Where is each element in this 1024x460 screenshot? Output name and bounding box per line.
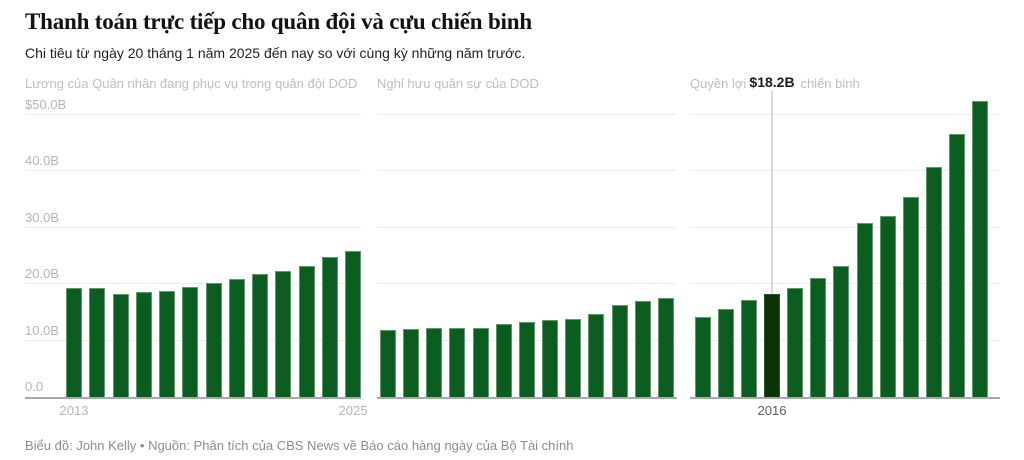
panel-title-dod-salaries: Lương của Quân nhân đang phục vụ trong q…: [25, 76, 358, 91]
gridline: [377, 283, 677, 285]
bar[interactable]: [588, 314, 605, 397]
x-axis-veterans-benefits: 2016: [690, 399, 1000, 421]
x-tick-label: 2013: [59, 403, 89, 418]
panel-military-retirement: Nghỉ hưu quân sự của DOD: [377, 76, 677, 421]
bar[interactable]: [159, 291, 175, 397]
bar[interactable]: [718, 309, 735, 397]
gridline: [25, 170, 361, 172]
bar[interactable]: [426, 328, 443, 397]
bar[interactable]: [902, 197, 919, 397]
y-tick-label: 30.0B: [25, 209, 59, 225]
bar[interactable]: [948, 134, 965, 397]
bar[interactable]: [182, 287, 199, 397]
gridline: [690, 226, 1000, 228]
bar[interactable]: [66, 288, 82, 397]
plot-veterans-benefits: [690, 86, 1000, 399]
bar[interactable]: [135, 292, 152, 397]
y-tick-label: $50.0B: [25, 97, 67, 112]
bar[interactable]: [252, 274, 268, 397]
bar[interactable]: [449, 328, 466, 397]
bar[interactable]: [787, 288, 804, 397]
bar[interactable]: [298, 266, 315, 397]
chart-title: Thanh toán trực tiếp cho quân đội và cựu…: [25, 9, 532, 34]
panel-title-veterans-benefits: Quyền lợi của cựu chiến binh $18.2B: [690, 73, 1000, 95]
x-tick-label: 2016: [757, 403, 787, 418]
bar[interactable]: [518, 322, 535, 397]
bar[interactable]: [925, 167, 942, 397]
bar[interactable]: [228, 279, 245, 397]
plot-dod-salaries: $50.0B 40.0B 30.0B 20.0B 10.0B 0.0: [25, 95, 361, 399]
y-tick-label: 40.0B: [25, 153, 59, 169]
bar[interactable]: [345, 251, 361, 397]
gridline: [25, 283, 361, 285]
bar[interactable]: [856, 223, 873, 397]
bar[interactable]: [112, 294, 129, 397]
bar[interactable]: [810, 278, 827, 397]
bar[interactable]: [741, 300, 758, 397]
bar[interactable]: [542, 320, 559, 397]
gridline: [377, 114, 677, 115]
bar[interactable]: [565, 319, 582, 397]
bars-container: [380, 95, 674, 397]
y-tick-label: 20.0B: [25, 266, 59, 282]
panel-veterans-benefits: Quyền lợi của cựu chiến binh $18.2B 2016: [690, 73, 1000, 421]
plot-military-retirement: [377, 95, 677, 399]
bar-highlighted[interactable]: [764, 294, 781, 397]
bar[interactable]: [321, 257, 338, 397]
small-multiples-row: Lương của Quân nhân đang phục vụ trong q…: [25, 73, 1000, 421]
bar[interactable]: [89, 288, 106, 397]
bar[interactable]: [380, 330, 396, 397]
y-tick-label: 10.0B: [25, 322, 59, 338]
panel-title-military-retirement: Nghỉ hưu quân sự của DOD: [377, 76, 539, 91]
bar[interactable]: [971, 101, 988, 397]
gridline: [25, 226, 361, 228]
y-tick-label: 0.0: [25, 379, 44, 394]
hover-line: [771, 86, 773, 294]
chart-subtitle: Chi tiêu từ ngày 20 tháng 1 năm 2025 đến…: [25, 45, 526, 61]
panel-dod-salaries: Lương của Quân nhân đang phục vụ trong q…: [25, 76, 368, 421]
bar[interactable]: [611, 305, 628, 397]
bars-container: [695, 95, 988, 397]
bar[interactable]: [879, 216, 896, 397]
bar[interactable]: [275, 271, 292, 397]
bar[interactable]: [205, 283, 222, 397]
gridline: [25, 114, 361, 115]
chart-credit-source: Biểu đồ: John Kelly • Nguồn: Phân tích c…: [25, 438, 574, 453]
bar[interactable]: [403, 329, 420, 397]
tooltip-value: $18.2B: [745, 73, 799, 91]
x-axis-military-retirement: [377, 399, 677, 421]
bar[interactable]: [472, 328, 489, 397]
bars-container: [66, 95, 361, 397]
bar[interactable]: [695, 317, 711, 397]
gridline: [690, 170, 1000, 172]
bar[interactable]: [657, 298, 674, 397]
gridline: [377, 170, 677, 172]
x-tick-label: 2025: [338, 403, 368, 418]
bar[interactable]: [634, 301, 651, 397]
x-axis-dod-salaries: 2013 2025: [25, 399, 368, 421]
gridline: [690, 114, 1000, 115]
gridline: [377, 226, 677, 228]
bar[interactable]: [495, 324, 512, 397]
bar[interactable]: [833, 266, 850, 397]
